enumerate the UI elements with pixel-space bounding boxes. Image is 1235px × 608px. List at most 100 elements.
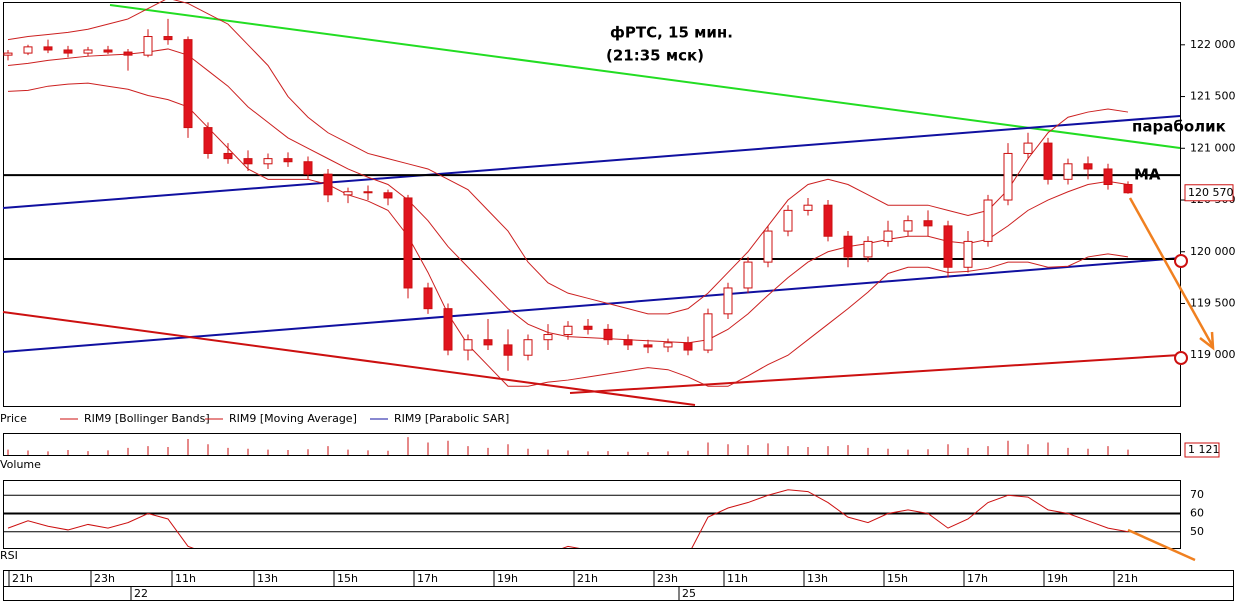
candle-body (923, 220, 933, 227)
candle-body (363, 191, 373, 194)
volume-panel (3, 433, 1181, 456)
y-tick-label: 122 000 (1190, 38, 1235, 51)
candle-body (703, 313, 713, 351)
candle-body (403, 197, 413, 289)
candle-body (903, 220, 913, 232)
candle-body (383, 192, 393, 199)
candle-body (303, 161, 313, 175)
time-label: 19h (497, 572, 518, 585)
candle-body (203, 127, 213, 154)
candle-body (803, 204, 813, 211)
candle-body (623, 339, 633, 346)
candle-body (943, 225, 953, 268)
legend-entry: RIM9 [Bollinger Bands] (84, 412, 210, 425)
candle-body (503, 344, 513, 356)
panel-label: RSI (0, 549, 18, 562)
y-tick-label: 121 000 (1190, 141, 1235, 154)
price-panel (3, 2, 1181, 407)
level-marker (1174, 254, 1188, 268)
candle-body (863, 240, 873, 258)
candle-body (663, 342, 673, 348)
candle-body (63, 49, 73, 54)
candle-body (443, 308, 453, 351)
candle-body (983, 199, 993, 242)
candle-body (343, 191, 353, 196)
rsi-tick-label: 50 (1190, 525, 1204, 538)
candle-body (643, 344, 653, 348)
forecast-arrow (1128, 197, 1214, 346)
time-label: 19h (1047, 572, 1068, 585)
time-label: 13h (257, 572, 278, 585)
candle-body (963, 240, 973, 268)
candle-body (243, 158, 253, 165)
candle-body (3, 52, 13, 56)
time-axis (3, 570, 1234, 601)
time-label: 11h (175, 572, 196, 585)
candle-body (783, 209, 793, 232)
candle-body (763, 230, 773, 263)
level-marker (1174, 351, 1188, 365)
candle-body (1123, 183, 1133, 194)
price-box (1184, 184, 1234, 202)
chart-subtitle: (21:35 мск) (606, 47, 704, 65)
forecast-arrow (1127, 528, 1196, 562)
date-label: 22 (134, 587, 148, 600)
candle-body (123, 51, 133, 56)
candle-body (23, 46, 33, 54)
y-tick-label: 119 500 (1190, 296, 1235, 309)
trend-line (2, 311, 696, 406)
time-label: 21h (1117, 572, 1138, 585)
candle-body (1003, 152, 1013, 201)
candle-body (83, 49, 93, 54)
candle-body (883, 230, 893, 242)
time-label: 13h (807, 572, 828, 585)
rsi-line (7, 489, 1129, 548)
candle-body (183, 39, 193, 129)
legend-entry: RIM9 [Moving Average] (229, 412, 357, 425)
y-tick-label: 120 000 (1190, 245, 1235, 258)
arrow-head (1199, 331, 1215, 351)
time-label: 17h (417, 572, 438, 585)
candle-body (1083, 163, 1093, 170)
volume-label: 1 121 (1188, 443, 1220, 456)
time-label: 21h (577, 572, 598, 585)
candle-body (823, 204, 833, 237)
price-label: 120 570 (1188, 186, 1234, 199)
panel-label: Volume (0, 458, 41, 471)
candle-body (523, 339, 533, 356)
legend-entry: Price (0, 412, 27, 425)
candle-body (483, 339, 493, 346)
trend-line (2, 257, 1181, 353)
candle-body (1063, 163, 1073, 180)
candle-body (843, 235, 853, 258)
candle-body (723, 287, 733, 315)
candle-body (463, 339, 473, 351)
trend-line (569, 354, 1181, 394)
candle-body (743, 261, 753, 289)
y-tick-label: 121 500 (1190, 90, 1235, 103)
candle-body (683, 342, 693, 351)
candle-body (1043, 142, 1053, 180)
candle-body (543, 334, 553, 341)
candle-body (103, 49, 113, 53)
time-label: 23h (657, 572, 678, 585)
legend-entry: RIM9 [Parabolic SAR] (394, 412, 509, 425)
candle-body (263, 158, 273, 165)
annotation: параболик (1132, 118, 1226, 136)
rsi-tick-label: 60 (1190, 506, 1204, 519)
candle-body (1023, 142, 1033, 154)
candle-body (563, 325, 573, 336)
candle-body (323, 173, 333, 196)
trend-line (2, 115, 1181, 209)
rsi-tick-label: 70 (1190, 488, 1204, 501)
candle-body (43, 46, 53, 51)
candle-body (143, 36, 153, 56)
chart-title: фРТС, 15 мин. (610, 24, 733, 42)
candle-body (283, 158, 293, 163)
date-label: 25 (682, 587, 696, 600)
rsi-panel (3, 480, 1181, 549)
candle-body (1103, 168, 1113, 185)
volume-box (1184, 442, 1220, 458)
